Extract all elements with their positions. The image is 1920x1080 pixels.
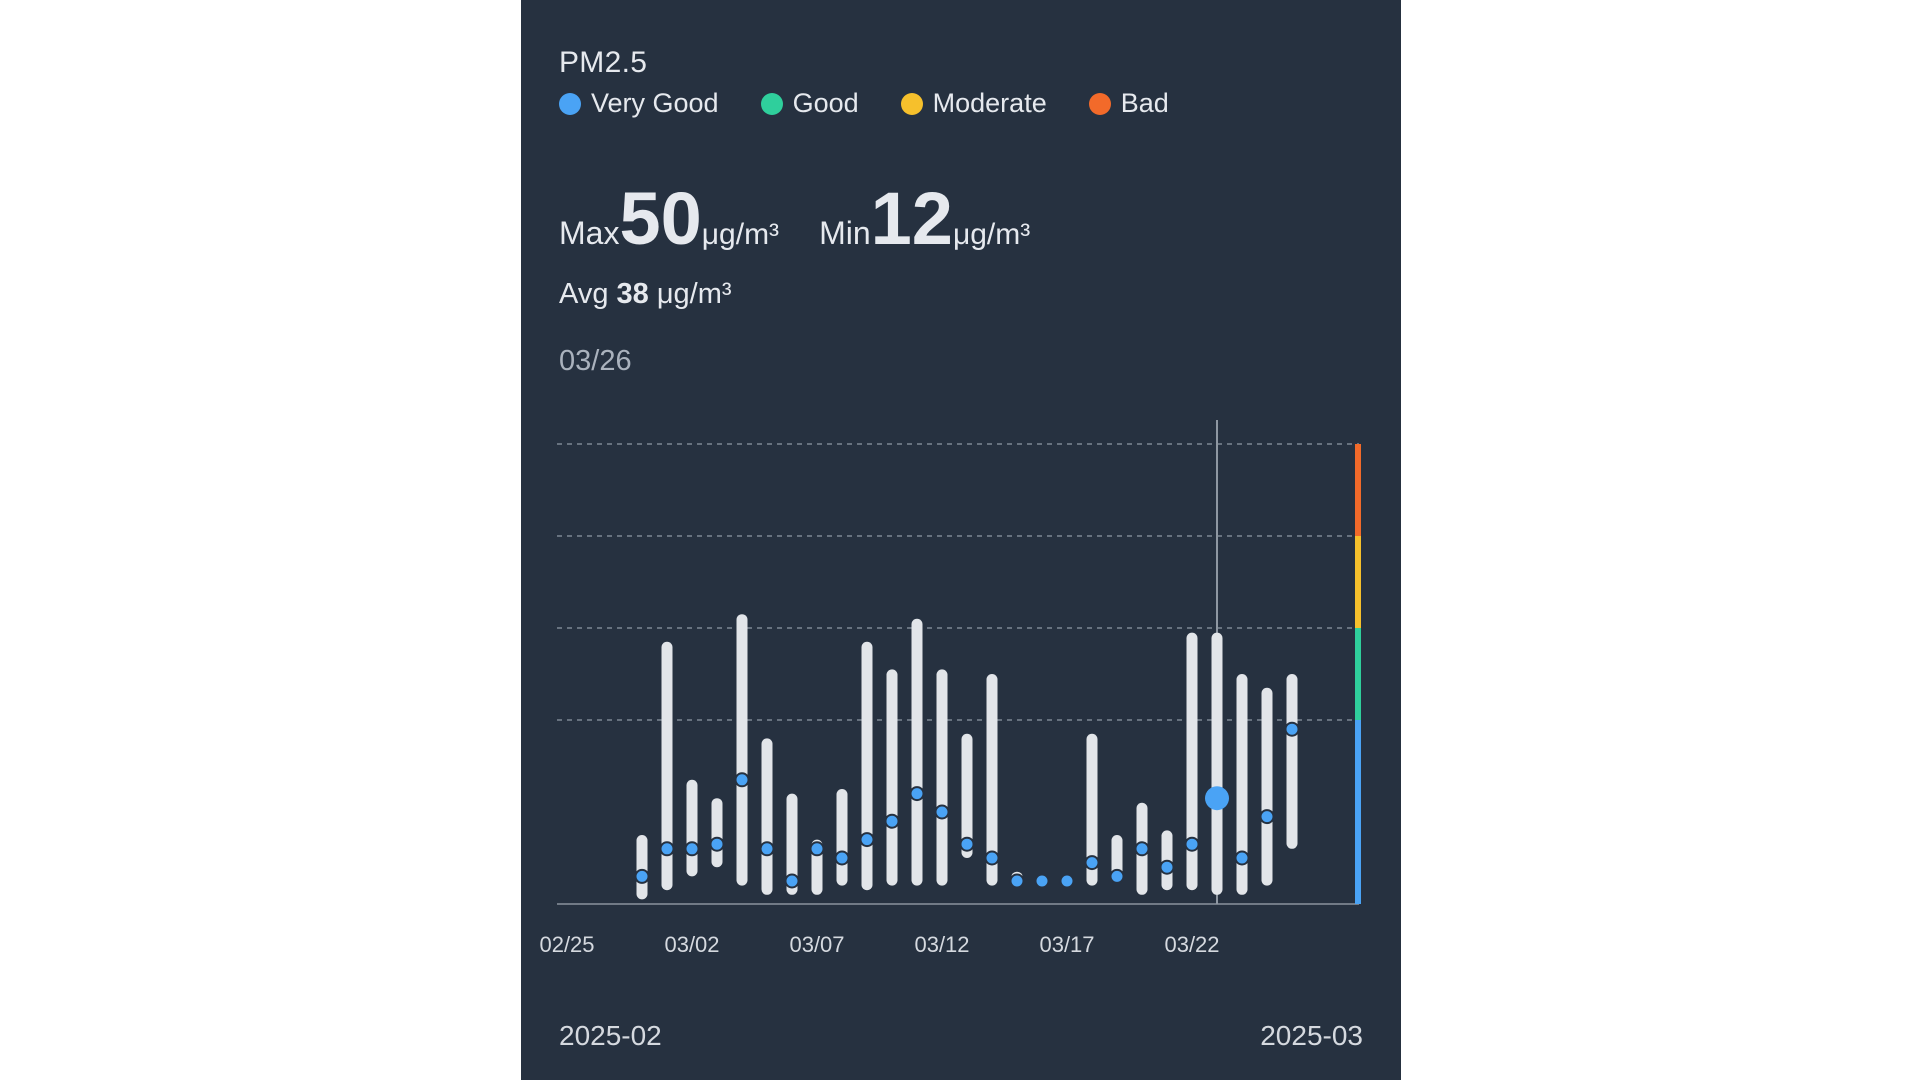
x-tick-label: 02/25 bbox=[539, 932, 594, 957]
legend-label: Good bbox=[792, 88, 859, 118]
scale-band bbox=[1355, 444, 1361, 536]
range-bar bbox=[661, 641, 673, 891]
scale-band bbox=[1355, 628, 1361, 720]
avg-point bbox=[809, 841, 825, 857]
avg-point bbox=[834, 850, 850, 866]
min-label: Min bbox=[819, 215, 871, 251]
avg-point bbox=[1184, 836, 1200, 852]
max-label: Max bbox=[559, 215, 620, 251]
scale-band bbox=[1355, 720, 1361, 812]
avg-point bbox=[909, 786, 925, 802]
selected-avg-point bbox=[1205, 786, 1229, 811]
scale-band bbox=[1355, 536, 1361, 628]
range-bar bbox=[986, 674, 998, 886]
very-good-dot-icon bbox=[559, 92, 581, 115]
range-bar bbox=[1261, 687, 1273, 886]
avg-point bbox=[984, 850, 1000, 866]
x-tick-label: 03/12 bbox=[914, 932, 969, 957]
selected-date: 03/26 bbox=[559, 345, 632, 377]
x-tick-label: 03/17 bbox=[1039, 932, 1094, 957]
avg-point bbox=[1159, 859, 1175, 875]
range-bar bbox=[861, 641, 873, 891]
period-end: 2025-03 bbox=[1260, 1020, 1363, 1051]
range-bar bbox=[761, 738, 773, 895]
min-unit: μg/m³ bbox=[952, 218, 1031, 251]
range-bar bbox=[886, 669, 898, 886]
x-tick-label: 03/02 bbox=[664, 932, 719, 957]
x-tick-label: 03/07 bbox=[789, 932, 844, 957]
avg-point bbox=[659, 841, 675, 857]
avg-point bbox=[734, 772, 750, 788]
range-bar bbox=[786, 793, 798, 895]
avg-point bbox=[859, 832, 875, 848]
legend-label: Very Good bbox=[591, 88, 719, 118]
avg-point bbox=[1134, 841, 1150, 857]
avg-point bbox=[759, 841, 775, 857]
legend-item-good: Good bbox=[760, 88, 859, 119]
range-bar bbox=[636, 835, 648, 900]
avg-point bbox=[959, 836, 975, 852]
avg-point bbox=[784, 873, 800, 889]
avg-point bbox=[1259, 809, 1275, 825]
range-bar bbox=[961, 733, 973, 858]
x-tick-label: 03/22 bbox=[1164, 932, 1219, 957]
range-bar bbox=[1186, 632, 1198, 891]
max-min-stats: Max 50 μg/m³ Min 12 μg/m³ bbox=[559, 182, 1030, 256]
chart-title: PM2.5 bbox=[559, 46, 648, 79]
range-bar bbox=[736, 614, 748, 886]
range-bar bbox=[1286, 674, 1298, 849]
min-value: 12 bbox=[870, 177, 953, 260]
legend-item-very-good: Very Good bbox=[559, 88, 719, 119]
legend: Very Good Good Moderate Bad bbox=[559, 88, 1211, 119]
range-bar bbox=[1211, 632, 1223, 895]
avg-label: Avg bbox=[559, 278, 609, 310]
avg-point bbox=[1284, 721, 1300, 737]
range-bar bbox=[686, 779, 698, 877]
avg-point bbox=[934, 804, 950, 820]
avg-point bbox=[634, 868, 650, 884]
legend-item-bad: Bad bbox=[1088, 88, 1169, 119]
avg-value: 38 bbox=[616, 278, 649, 310]
average-stat: Avg 38 μg/m³ bbox=[559, 278, 732, 311]
bad-dot-icon bbox=[1088, 92, 1111, 115]
good-dot-icon bbox=[760, 92, 783, 115]
range-bar bbox=[836, 789, 848, 886]
pm25-card: PM2.5 Very Good Good Moderate Bad Max 50… bbox=[521, 0, 1401, 1080]
max-value: 50 bbox=[619, 177, 702, 260]
avg-point bbox=[1059, 873, 1075, 889]
avg-point bbox=[709, 836, 725, 852]
avg-point bbox=[1009, 873, 1025, 889]
avg-point bbox=[1034, 873, 1050, 889]
range-bar bbox=[911, 618, 923, 886]
avg-point bbox=[684, 841, 700, 857]
range-bar bbox=[936, 669, 948, 886]
legend-label: Moderate bbox=[932, 88, 1047, 118]
period-start: 2025-02 bbox=[559, 1020, 662, 1051]
max-unit: μg/m³ bbox=[701, 218, 780, 251]
range-bar bbox=[711, 798, 723, 868]
range-bar bbox=[1236, 674, 1248, 895]
range-bar bbox=[1086, 733, 1098, 886]
avg-point bbox=[1234, 850, 1250, 866]
moderate-dot-icon bbox=[900, 92, 923, 115]
avg-unit: μg/m³ bbox=[656, 278, 732, 310]
legend-label: Bad bbox=[1120, 88, 1169, 118]
legend-item-moderate: Moderate bbox=[900, 88, 1047, 119]
scale-band bbox=[1355, 812, 1361, 904]
avg-point bbox=[1084, 855, 1100, 871]
avg-point bbox=[1109, 868, 1125, 884]
avg-point bbox=[884, 813, 900, 829]
pm25-range-chart[interactable]: 02/25 03/02 03/07 03/12 03/17 03/22 bbox=[521, 0, 1401, 1000]
